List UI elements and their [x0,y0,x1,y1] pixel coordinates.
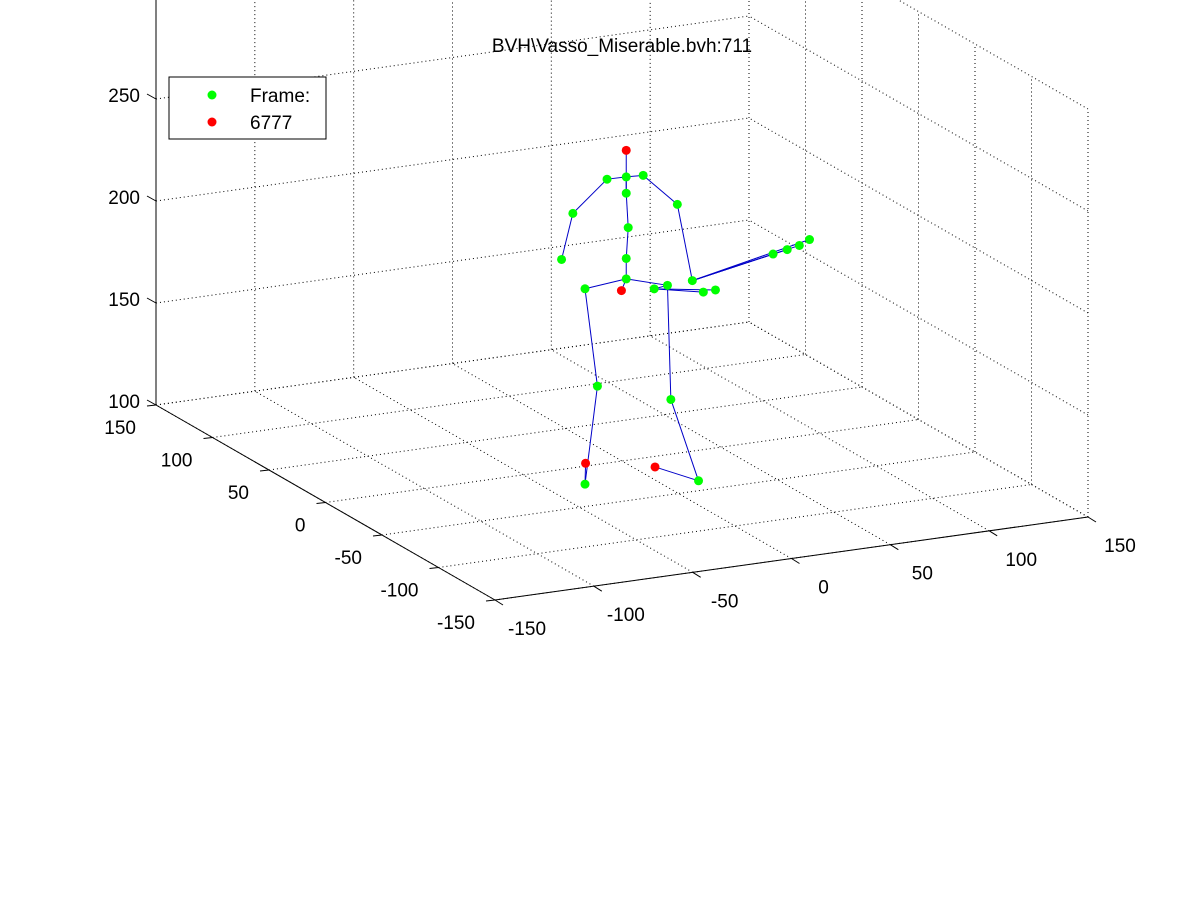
joint-point-frame [687,276,697,286]
y-tick-mark [203,437,213,439]
joint-point-frame [602,174,612,184]
joint-point-6777 [650,462,660,472]
joint-point-frame [621,188,631,198]
y-tick-mark [429,567,439,569]
x-tick-mark [692,571,701,578]
joint-point-6777 [621,145,631,155]
z-tick-label: 100 [108,392,140,413]
y-tick-label: 100 [161,451,193,472]
joint-point-frame [568,208,578,218]
joint-point-frame [662,280,672,290]
skeleton-joints [557,145,815,489]
skeleton-bone [584,288,598,387]
x-tick-mark [988,530,998,537]
y-tick-label: -50 [335,548,362,569]
joint-point-frame [666,394,676,404]
x-tick-mark [593,585,603,592]
joint-point-frame [621,253,631,263]
joint-point-6777 [616,286,626,296]
skeleton-bone [572,178,608,214]
skeleton-bone [584,278,627,290]
joint-point-frame [580,284,590,294]
joint-point-frame [638,170,648,180]
grid-layer [155,0,1089,601]
y-tick-mark [485,599,496,602]
z-tick-mark [146,93,157,100]
z-tick-label: 200 [108,188,140,209]
joint-point-frame [694,476,704,486]
joint-point-frame [698,287,708,297]
x-tick-label: 0 [818,578,829,599]
y-tick-mark [316,502,326,504]
joint-point-frame [557,254,567,264]
y-tick-label: 0 [295,516,306,537]
joint-point-frame [672,199,682,209]
skeleton-bone [666,285,672,400]
legend-marker-6777 [207,117,217,127]
joint-point-frame [621,274,631,284]
joint-point-frame [623,223,633,233]
y-tick-label: -150 [437,613,475,634]
legend-marker-frame [207,90,217,100]
skeleton-bone [561,213,574,260]
x-tick-label: 150 [1104,536,1136,557]
y-tick-label: 50 [228,483,249,504]
skeleton-bone [625,193,629,228]
joint-point-frame [768,249,778,259]
x-tick-mark [791,558,800,564]
x-tick-label: -50 [711,591,738,612]
y-tick-mark [146,404,157,407]
z-tick-mark [146,399,157,406]
skeleton-bone [676,204,693,281]
tick-labels: -150 -100 -50 0 50 100 150 -150 -100 -50 0 50 100 150… [104,0,1136,640]
skeleton-bone [625,227,629,259]
joint-point-frame [649,284,659,294]
joint-point-frame [782,245,792,255]
joint-point-frame [805,235,815,245]
y-tick-label: -100 [380,581,418,602]
chart-title: BVH\Vasso_Miserable.bvh:711 [492,36,752,57]
joint-point-frame [710,285,720,295]
legend-label-6777: 6777 [250,113,292,134]
x-tick-mark [890,544,899,551]
joint-point-frame [621,172,631,182]
skeleton-bone [584,386,598,485]
skeleton-bone [626,278,668,286]
y-tick-mark [372,534,383,537]
joint-point-frame [580,479,590,489]
joint-point-6777 [581,458,591,468]
axis-layer [146,0,1097,606]
skeleton-bones [561,150,810,485]
legend: Frame: 6777 [168,76,327,140]
legend-box [168,76,327,140]
joint-point-frame [592,381,602,391]
skeleton-bone [654,466,699,482]
skeleton-bone [642,174,678,205]
legend-label-frame: Frame: [250,86,310,107]
z-tick-mark [146,195,157,202]
z-tick-label: 300 [108,0,140,5]
x-tick-mark [1087,516,1097,523]
z-tick-label: 250 [108,86,140,107]
x-tick-label: -100 [607,605,645,626]
y-tick-mark [259,469,270,472]
x-tick-label: 100 [1005,550,1037,571]
x-tick-label: 50 [912,564,933,585]
y-tick-label: 150 [104,418,136,439]
joint-point-frame [794,240,804,250]
x-tick-mark [494,599,504,606]
skeleton-bone [670,399,700,481]
z-tick-mark [146,297,157,304]
x-tick-label: -150 [508,619,546,640]
z-tick-label: 150 [108,290,140,311]
